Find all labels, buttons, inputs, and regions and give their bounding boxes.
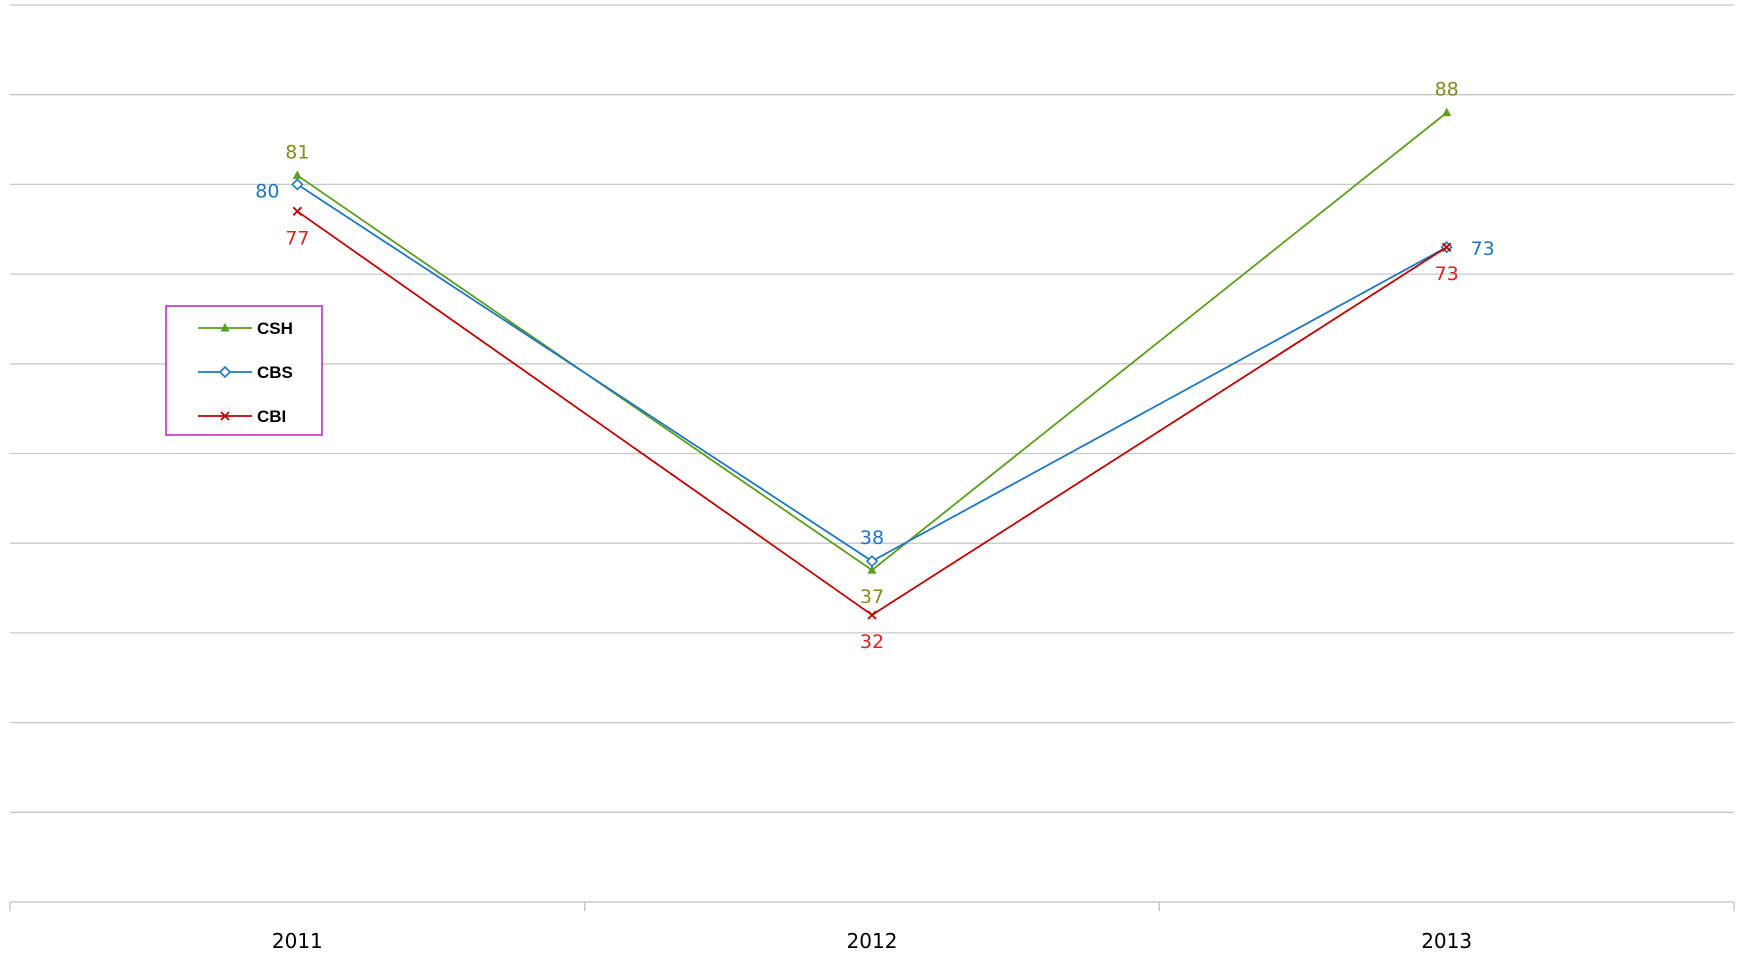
data-point-cbi [292, 206, 302, 216]
legend-label-cbi: CBI [257, 407, 286, 426]
data-point-cbs [865, 555, 879, 568]
x-tick-label: 2013 [1421, 929, 1472, 953]
legend-marker-cbs [218, 365, 232, 379]
data-point-csh [292, 170, 302, 179]
data-label-csh: 88 [1435, 79, 1459, 101]
data-label-cbi: 32 [860, 631, 884, 653]
data-label-cbi: 73 [1435, 263, 1459, 285]
data-point-cbi [867, 610, 877, 620]
data-label-cbs: 38 [860, 527, 884, 549]
data-point-csh [867, 565, 877, 574]
legend-marker-cbi [220, 411, 230, 421]
legend-label-cbs: CBS [257, 363, 293, 382]
data-labels: 81 37 88 80 38 73 77 32 73 [255, 79, 1495, 653]
legend: CSH CBS CBI [165, 305, 323, 436]
series-line-cbs [296, 183, 1448, 563]
data-label-cbi: 77 [285, 227, 309, 249]
data-label-csh: 37 [860, 586, 884, 608]
x-tick-label: 2011 [272, 929, 323, 953]
data-label-csh: 81 [285, 141, 309, 163]
series-line-cbi [296, 210, 1448, 617]
data-point-cbi [1442, 242, 1452, 252]
data-label-cbs: 80 [255, 180, 279, 202]
data-label-cbs: 73 [1471, 238, 1495, 260]
data-point-cbs [291, 178, 304, 191]
series-lines [291, 107, 1453, 620]
legend-marker-csh [220, 323, 230, 332]
legend-label-csh: CSH [257, 319, 293, 338]
data-point-csh [1442, 107, 1452, 117]
x-axis: 2011 2012 2013 [9, 901, 1735, 953]
x-tick-label: 2012 [847, 929, 898, 953]
